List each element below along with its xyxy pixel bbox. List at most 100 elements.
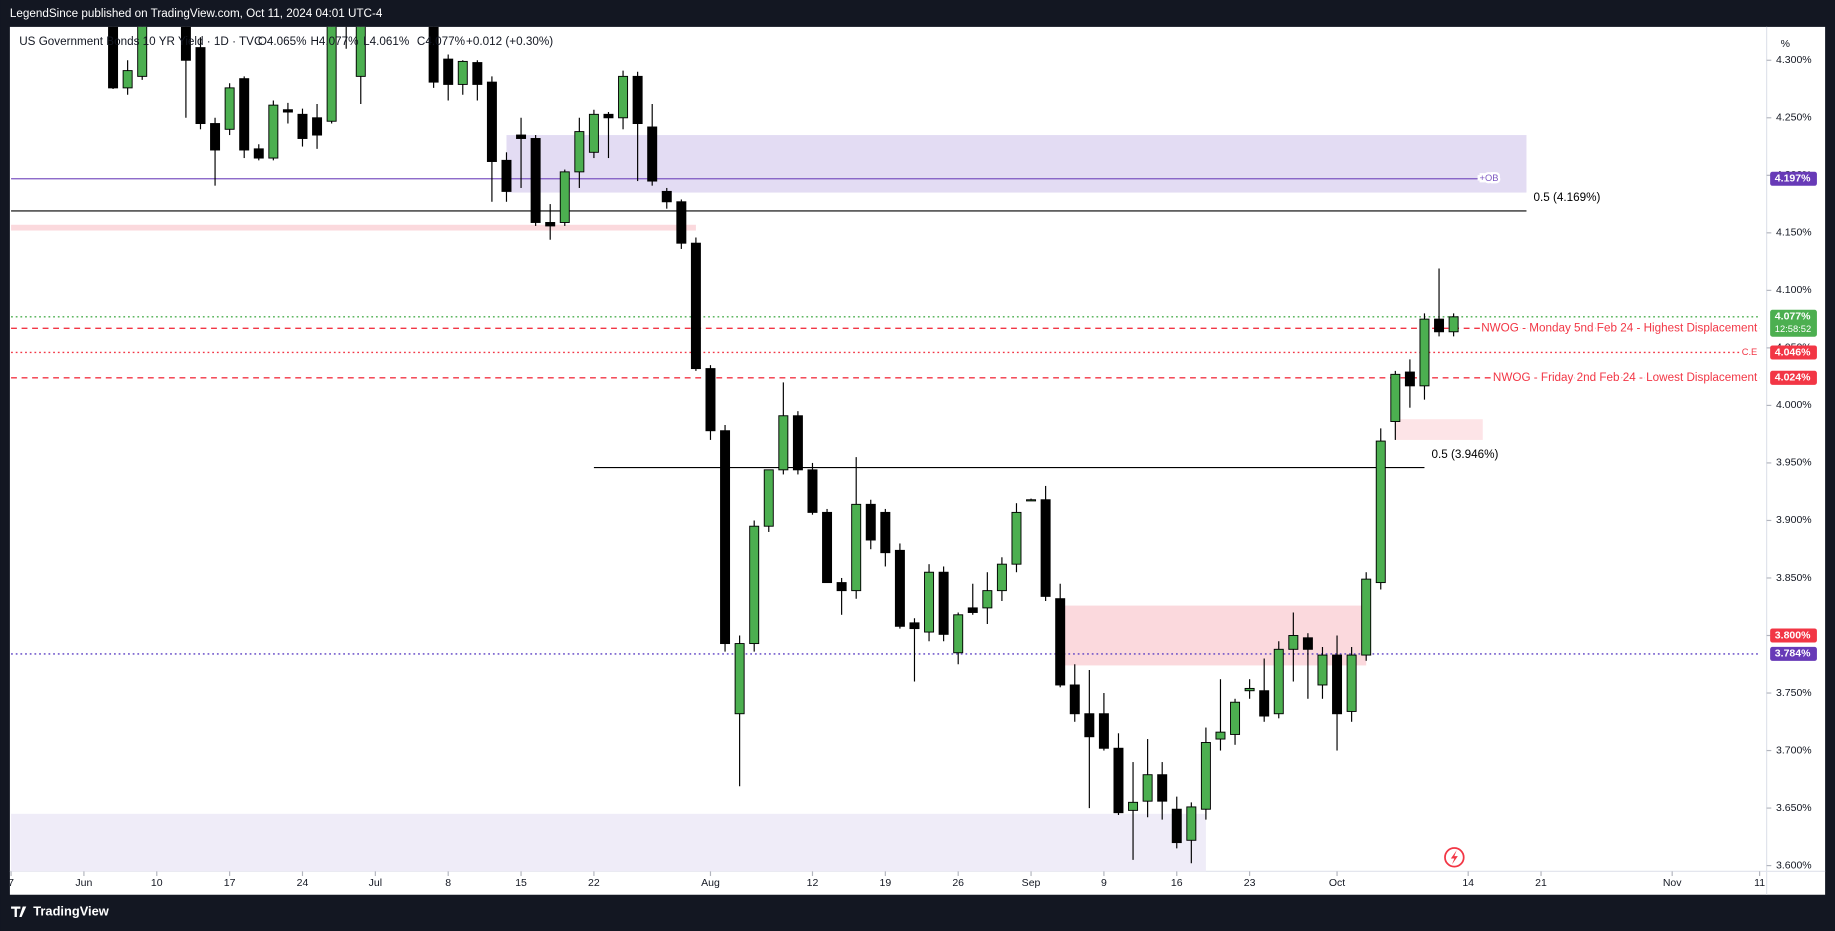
y-tick-label: 3.850% (1776, 572, 1812, 584)
candle-body (1419, 318, 1430, 387)
candle-body (1273, 648, 1284, 715)
candle-body (137, 26, 148, 77)
candle-body (851, 503, 862, 592)
price-label-bg (1770, 628, 1817, 643)
level-label: 0.5 (4.169%) (1533, 191, 1600, 204)
candle-body (1084, 713, 1095, 738)
candle-body (1040, 499, 1051, 597)
candle-body (1302, 637, 1313, 650)
x-tick-label: Jun (75, 877, 92, 889)
candle-body (720, 430, 731, 645)
x-tick-label: 15 (515, 877, 527, 889)
candle-body (1157, 774, 1168, 802)
x-tick-label: 23 (1244, 877, 1256, 889)
candle-body (836, 582, 847, 592)
y-tick-label: 4.300% (1776, 54, 1812, 66)
countdown: 12:58:52 (1775, 324, 1811, 334)
y-tick-label: 3.750% (1776, 687, 1812, 699)
candle-body (822, 511, 833, 584)
candle-body (938, 571, 949, 635)
x-tick-label: 22 (588, 877, 600, 889)
candle-body (1346, 654, 1357, 712)
candle-body (865, 503, 876, 541)
candle-body (297, 113, 308, 139)
y-tick-label: 4.000% (1776, 399, 1812, 411)
high: H4.077% (310, 35, 358, 48)
level-label: C.E (1742, 347, 1758, 357)
price-label: 4.024% (1775, 372, 1811, 384)
candle-body (574, 131, 585, 173)
zone (11, 224, 696, 231)
candle-body (924, 571, 935, 633)
price-label-bg (1770, 171, 1817, 186)
price-label: 3.800% (1775, 629, 1811, 641)
x-tick-label: 17 (224, 877, 236, 889)
candle-body (982, 590, 993, 609)
candle-body (457, 60, 468, 85)
candle-body (253, 148, 264, 159)
candle-body (618, 75, 629, 119)
candle-body (312, 117, 323, 136)
candle-body (996, 563, 1007, 592)
x-tick-label: 11 (1754, 877, 1765, 889)
brand-logo (11, 906, 27, 917)
y-tick-label: 4.100% (1776, 284, 1812, 296)
candle-body (1448, 316, 1459, 333)
x-tick-label: 21 (1535, 877, 1547, 889)
candle-body (792, 415, 803, 471)
y-tick-label: 3.950% (1776, 457, 1812, 469)
y-tick-label: 3.600% (1776, 859, 1812, 871)
price-label: 3.784% (1775, 648, 1811, 660)
symbol: US Government Bonds 10 YR Yield · 1D · T… (19, 35, 262, 48)
y-tick-label: 3.900% (1776, 514, 1812, 526)
x-tick-label: 19 (879, 877, 891, 889)
candle-body (1317, 654, 1328, 686)
candle-body (472, 62, 483, 85)
candle-body (210, 123, 221, 151)
x-tick-label: 16 (1171, 877, 1183, 889)
candle-body (588, 113, 599, 153)
candle-body (647, 126, 658, 182)
price-label-bg (1770, 646, 1817, 661)
candle-body (894, 549, 905, 627)
candle-body (326, 26, 337, 122)
alert-icon[interactable] (1444, 847, 1465, 868)
x-tick-label: 10 (151, 877, 163, 889)
candle-body (953, 614, 964, 654)
level-label: NWOG - Friday 2nd Feb 24 - Lowest Displa… (1493, 371, 1758, 384)
candle-body (778, 415, 789, 471)
candle-body (1026, 499, 1037, 502)
candle-body (501, 159, 512, 192)
level-label: +OB (1480, 173, 1499, 183)
x-tick-label: 14 (1462, 877, 1474, 889)
price-label: 4.046% (1775, 346, 1811, 358)
x-tick-label: 12 (807, 877, 819, 889)
price-label-bg (1770, 309, 1817, 337)
level-label: 0.5 (3.946%) (1431, 448, 1498, 461)
y-tick-label: 4.250% (1776, 112, 1812, 124)
zone (506, 135, 1527, 193)
candle-body (676, 201, 687, 244)
y-tick-label: 3.700% (1776, 744, 1812, 756)
y-tick-label: 3.650% (1776, 802, 1812, 814)
candle-body (195, 47, 206, 125)
candle-body (661, 190, 672, 203)
candle-body (1361, 578, 1372, 656)
level-label: NWOG - Monday 5nd Feb 24 - Highest Displ… (1481, 321, 1758, 334)
candle-body (1128, 801, 1139, 811)
candle-body (807, 469, 818, 513)
candle-body (239, 78, 250, 151)
candle-body (1404, 371, 1415, 387)
price-label-bg (1770, 370, 1817, 385)
candle-body (763, 469, 774, 527)
candle-body (705, 368, 716, 432)
candle-body (108, 26, 119, 89)
candle-body (1171, 808, 1182, 844)
candle-body (180, 26, 191, 61)
candle-body (1215, 731, 1226, 740)
candle-body (1055, 598, 1066, 686)
candle-body (690, 242, 701, 370)
x-tick-label: 24 (297, 877, 309, 889)
candle-body (1332, 654, 1343, 715)
